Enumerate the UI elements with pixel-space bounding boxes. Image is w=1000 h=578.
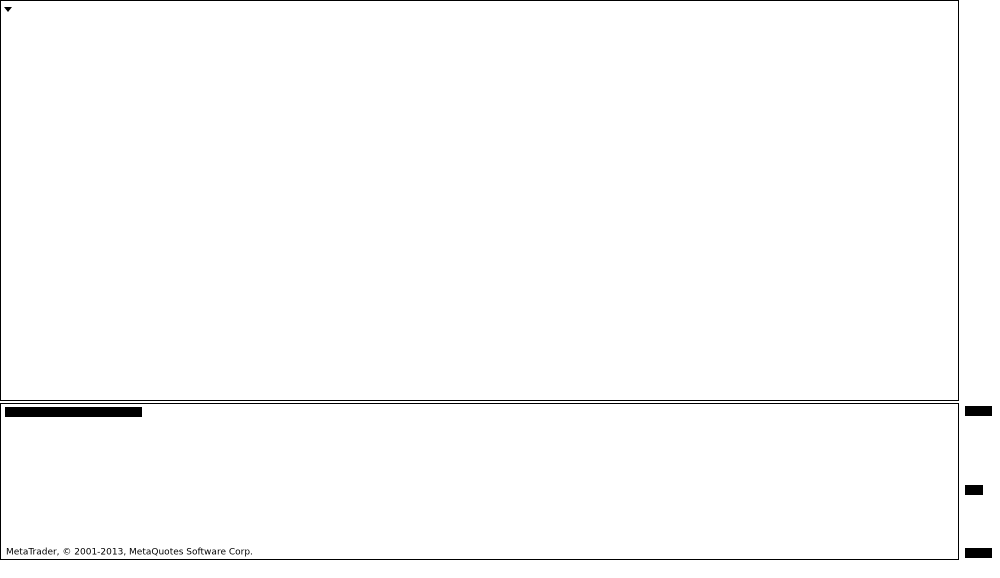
- sub-panel-border: [0, 403, 959, 560]
- indicator-label-box: [5, 407, 142, 417]
- scale-box: [965, 548, 992, 558]
- main-panel-border: [0, 0, 959, 401]
- copyright: MetaTrader, © 2001-2013, MetaQuotes Soft…: [6, 548, 253, 558]
- scale-box: [965, 485, 983, 495]
- scale-box: [965, 406, 992, 416]
- menu-arrow[interactable]: [4, 7, 12, 12]
